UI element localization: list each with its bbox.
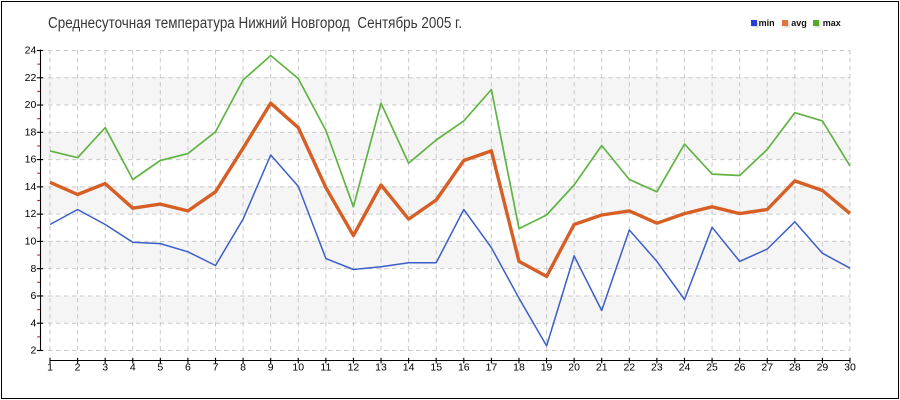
svg-text:8: 8 bbox=[240, 361, 246, 373]
svg-text:1: 1 bbox=[47, 361, 53, 373]
svg-text:6: 6 bbox=[185, 361, 191, 373]
svg-text:14: 14 bbox=[403, 361, 415, 373]
svg-text:20: 20 bbox=[568, 361, 580, 373]
svg-text:2: 2 bbox=[30, 345, 36, 357]
svg-text:12: 12 bbox=[25, 208, 37, 220]
svg-text:20: 20 bbox=[25, 99, 37, 111]
svg-text:4: 4 bbox=[30, 317, 36, 329]
svg-text:16: 16 bbox=[458, 361, 470, 373]
svg-text:15: 15 bbox=[430, 361, 442, 373]
svg-text:21: 21 bbox=[596, 361, 608, 373]
svg-text:24: 24 bbox=[679, 361, 691, 373]
svg-text:24: 24 bbox=[25, 45, 37, 57]
svg-text:30: 30 bbox=[844, 361, 856, 373]
svg-text:3: 3 bbox=[102, 361, 108, 373]
svg-text:27: 27 bbox=[761, 361, 773, 373]
svg-text:4: 4 bbox=[130, 361, 136, 373]
svg-text:29: 29 bbox=[817, 361, 829, 373]
svg-text:9: 9 bbox=[268, 361, 274, 373]
svg-text:25: 25 bbox=[706, 361, 718, 373]
svg-text:13: 13 bbox=[375, 361, 387, 373]
svg-text:22: 22 bbox=[623, 361, 635, 373]
svg-text:8: 8 bbox=[30, 263, 36, 275]
svg-text:18: 18 bbox=[25, 126, 37, 138]
svg-text:6: 6 bbox=[30, 290, 36, 302]
svg-text:18: 18 bbox=[513, 361, 525, 373]
svg-text:19: 19 bbox=[541, 361, 553, 373]
svg-text:14: 14 bbox=[25, 181, 37, 193]
svg-text:2: 2 bbox=[75, 361, 81, 373]
svg-text:10: 10 bbox=[25, 236, 37, 248]
svg-text:17: 17 bbox=[486, 361, 498, 373]
svg-text:16: 16 bbox=[25, 154, 37, 166]
svg-text:23: 23 bbox=[651, 361, 663, 373]
svg-text:26: 26 bbox=[734, 361, 746, 373]
svg-text:28: 28 bbox=[789, 361, 801, 373]
svg-text:22: 22 bbox=[25, 72, 37, 84]
svg-text:7: 7 bbox=[213, 361, 219, 373]
svg-text:12: 12 bbox=[348, 361, 360, 373]
svg-text:5: 5 bbox=[157, 361, 163, 373]
svg-text:11: 11 bbox=[320, 361, 331, 373]
svg-text:10: 10 bbox=[292, 361, 304, 373]
